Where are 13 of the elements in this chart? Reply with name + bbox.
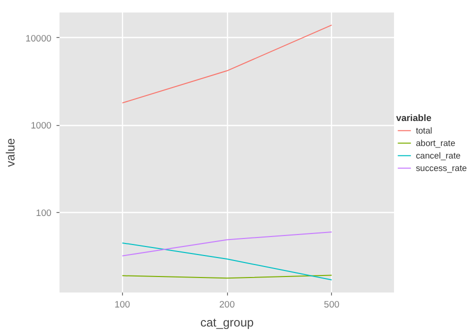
y-axis-title: value — [4, 138, 18, 167]
y-tick-label: 10000 — [26, 33, 52, 44]
x-tick-label: 200 — [219, 300, 235, 310]
legend-label: total — [416, 126, 432, 136]
y-tick-label: 100 — [36, 208, 52, 218]
y-tick-label: 1000 — [30, 120, 52, 131]
x-tick-label: 100 — [114, 300, 130, 310]
legend-label: success_rate — [416, 163, 468, 174]
legend-title: variable — [396, 113, 432, 124]
x-tick-label: 500 — [324, 300, 340, 310]
x-axis-title: cat_group — [200, 316, 254, 330]
legend-label: cancel_rate — [416, 150, 461, 161]
legend-label: abort_rate — [416, 138, 456, 148]
